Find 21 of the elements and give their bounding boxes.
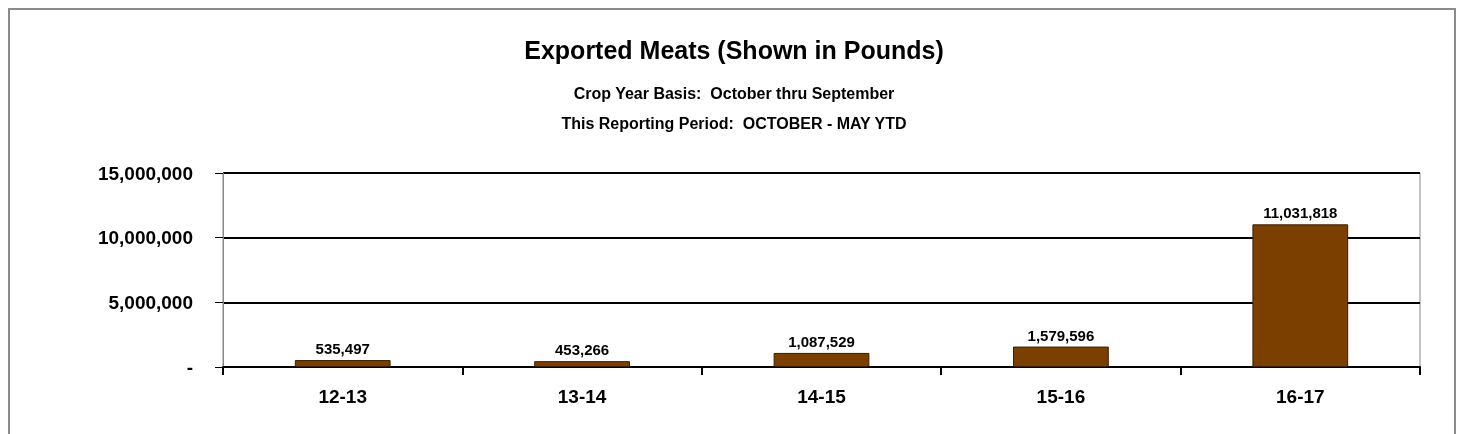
x-tick-label: 14-15 <box>797 386 847 407</box>
x-tick-label: 16-17 <box>1276 386 1325 407</box>
bar <box>294 360 391 367</box>
y-tick-label: - <box>186 356 193 378</box>
bar <box>1252 224 1349 367</box>
x-tick-label: 12-13 <box>318 386 367 407</box>
x-tick-label: 13-14 <box>557 386 607 407</box>
data-label: 535,497 <box>315 340 370 358</box>
y-tick-label: 15,000,000 <box>97 162 193 184</box>
data-label: 453,266 <box>554 341 610 359</box>
y-tick-label: 5,000,000 <box>108 291 193 313</box>
chart-title: Exported Meats (Shown in Pounds) <box>524 35 944 64</box>
chart-subtitle: Crop Year Basis: October thru September This Reporting Period: OCTOBER - MAY YTD <box>561 84 907 132</box>
x-tick-label: 15-16 <box>1036 386 1086 407</box>
data-label: 11,031,818 <box>1263 204 1338 222</box>
data-label: 1,579,596 <box>1027 326 1095 344</box>
bar <box>773 352 870 367</box>
data-label: 1,087,529 <box>788 332 855 350</box>
y-tick-label: 10,000,000 <box>97 227 193 249</box>
bar <box>1013 346 1109 367</box>
bar <box>534 361 630 367</box>
